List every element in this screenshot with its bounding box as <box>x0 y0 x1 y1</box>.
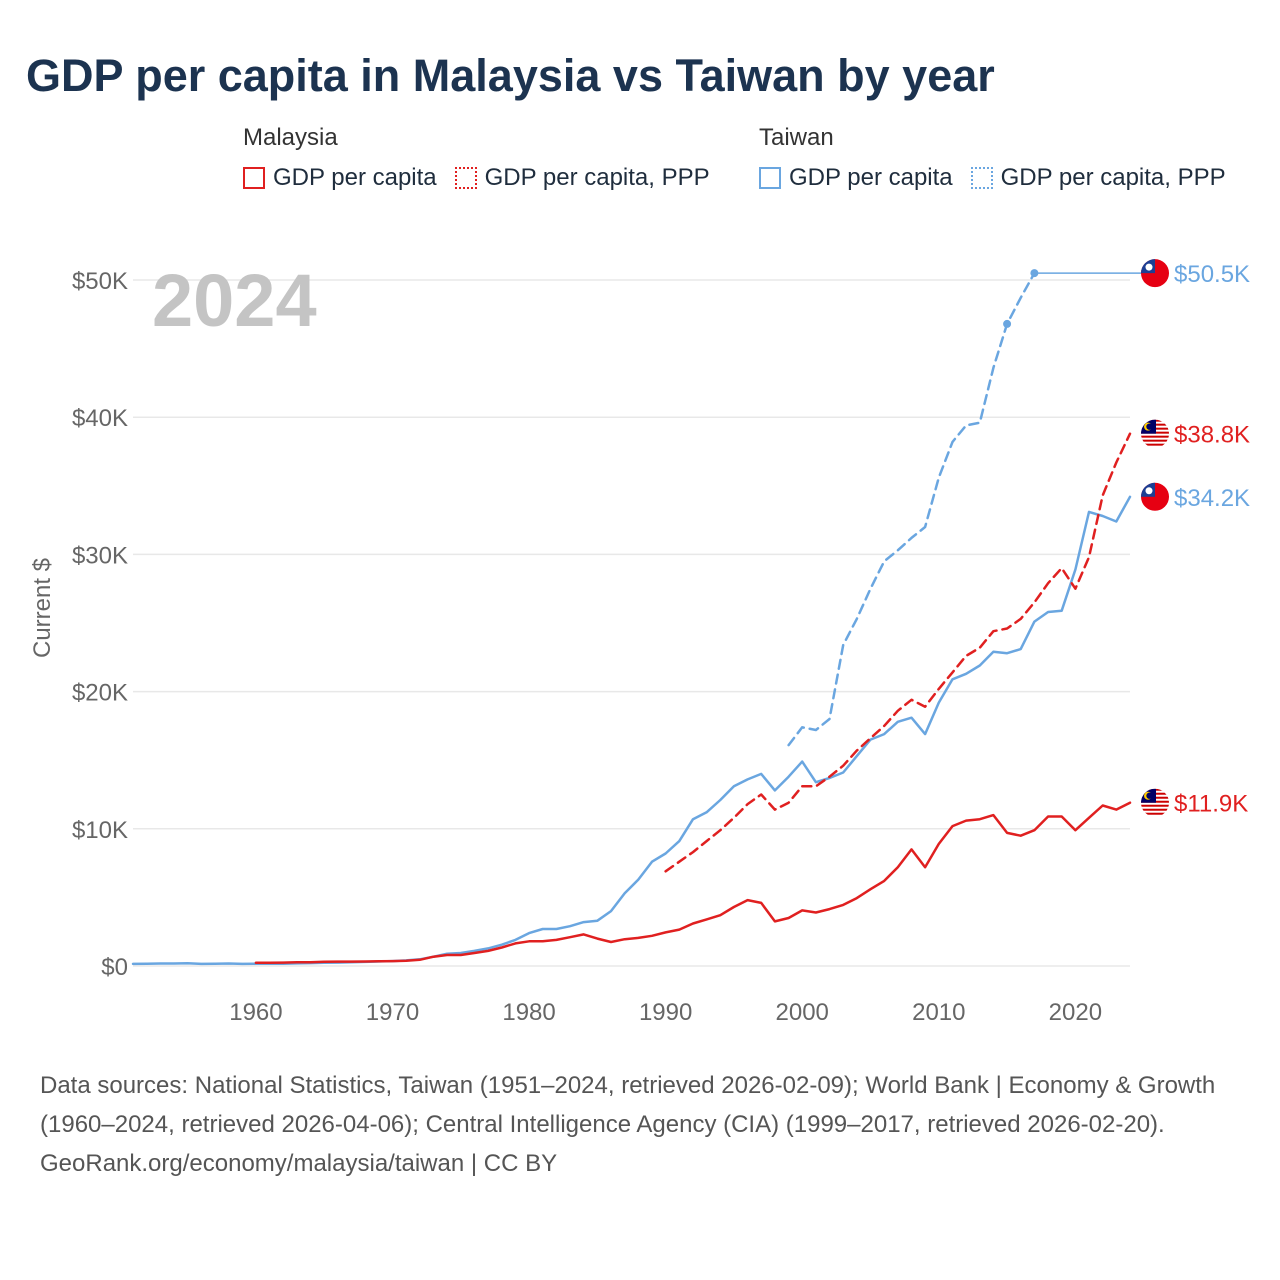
legend-group-name: Taiwan <box>759 124 834 151</box>
gridlines <box>133 279 1130 967</box>
flag-crescent-cut <box>1146 792 1153 799</box>
series-line-taiwan-gdp-per-capita <box>131 495 1132 966</box>
chart-title: GDP per capita in Malaysia vs Taiwan by … <box>26 50 995 101</box>
flag-stripe <box>1141 435 1169 438</box>
y-tick-label: $30K <box>72 542 128 569</box>
y-tick-label: $0 <box>101 954 128 981</box>
y-tick-label: $20K <box>72 680 128 707</box>
taiwan-flag-icon <box>1141 482 1169 511</box>
flag-body <box>1141 419 1169 448</box>
flag-body <box>1141 788 1169 817</box>
credit-link[interactable]: GeoRank.org/economy/malaysia/taiwan | CC… <box>40 1150 558 1177</box>
x-tick-label: 2010 <box>912 999 965 1026</box>
end-value-label: $38.8K <box>1174 422 1250 449</box>
legend-item-malaysia-ppp[interactable]: GDP per capita, PPP <box>454 164 710 192</box>
flag-stripe <box>1141 439 1169 442</box>
y-tick-label: $10K <box>72 817 128 844</box>
series-line-taiwan-gdp-per-capita-ppp <box>787 271 1036 747</box>
legend-group-malaysia: Malaysia GDP per capita GDP per capita, … <box>243 124 710 192</box>
legend-group-name: Malaysia <box>243 124 338 151</box>
y-tick-label: $50K <box>72 268 128 295</box>
year-label: 2024 <box>152 259 317 342</box>
flag-sun <box>1145 263 1153 271</box>
malaysia-flag-icon <box>1141 419 1169 448</box>
malaysia-flag-icon <box>1141 788 1169 817</box>
end-value-label: $34.2K <box>1174 485 1250 512</box>
end-value-label: $11.9K <box>1174 791 1248 818</box>
x-tick-label: 2000 <box>776 999 829 1026</box>
series-line-malaysia-gdp-per-capita <box>254 801 1132 964</box>
flag-stripe <box>1141 804 1169 807</box>
legend-swatch-dotted <box>454 167 477 189</box>
y-axis-ticks: $0 $10K $20K $30K $40K $50K <box>72 268 128 981</box>
legend-swatch-solid <box>243 167 265 189</box>
taiwan-flag-icon <box>1141 259 1169 288</box>
legend-item-malaysia-gdp[interactable]: GDP per capita <box>243 164 437 192</box>
end-labels: $34.2K $11.9K $38.8K $50.5K <box>1141 259 1250 818</box>
data-point-marker <box>1003 319 1012 328</box>
data-sources: Data sources: National Statistics, Taiwa… <box>40 1072 1216 1138</box>
legend-group-taiwan: Taiwan GDP per capita GDP per capita, PP… <box>759 124 1226 192</box>
legend-swatch-dotted <box>970 167 993 189</box>
flag-crescent-cut <box>1146 423 1153 430</box>
y-tick-label: $40K <box>72 405 128 432</box>
end-value-label: $50.5K <box>1174 261 1250 288</box>
series-lines <box>131 269 1152 966</box>
series-line-malaysia-gdp-per-capita-ppp <box>664 432 1132 873</box>
line-chart: $0 $10K $20K $30K $40K $50K 1960 1970 1980 1990 2… <box>29 259 1250 1026</box>
legend-label: GDP per capita, PPP <box>484 164 710 191</box>
x-tick-label: 1960 <box>229 999 282 1026</box>
flag-stripe <box>1141 443 1169 446</box>
legend-item-taiwan-gdp[interactable]: GDP per capita <box>759 164 953 192</box>
flag-stripe <box>1141 808 1169 811</box>
x-tick-label: 1990 <box>639 999 692 1026</box>
x-tick-label: 1970 <box>366 999 419 1026</box>
y-axis-label: Current $ <box>29 558 56 658</box>
legend-label: GDP per capita <box>273 164 437 191</box>
x-axis-ticks: 1960 1970 1980 1990 2000 2010 2020 <box>229 999 1102 1026</box>
footer: Data sources: National Statistics, Taiwa… <box>40 1066 1240 1183</box>
flag-stripe <box>1141 812 1169 815</box>
legend-label: GDP per capita <box>789 164 953 191</box>
x-tick-label: 1980 <box>502 999 555 1026</box>
legend-swatch-solid <box>759 167 781 189</box>
legend-label: GDP per capita, PPP <box>1000 164 1226 191</box>
x-tick-label: 2020 <box>1049 999 1102 1026</box>
legend-item-taiwan-ppp[interactable]: GDP per capita, PPP <box>970 164 1226 192</box>
flag-sun <box>1145 487 1153 495</box>
